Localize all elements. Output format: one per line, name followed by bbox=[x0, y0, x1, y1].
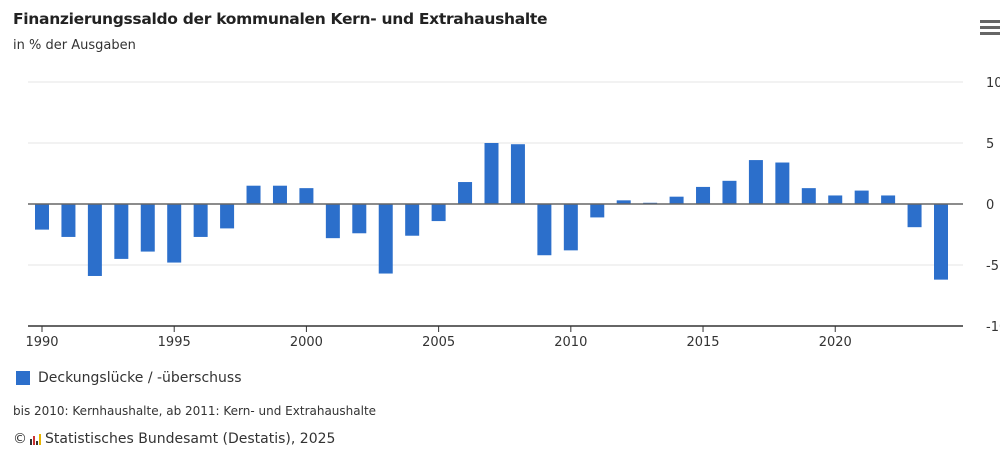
legend-swatch bbox=[16, 371, 30, 385]
bar-2005 bbox=[431, 204, 446, 222]
bar-2008 bbox=[510, 144, 525, 204]
bar-2018 bbox=[775, 162, 790, 204]
destatis-logo-icon bbox=[30, 433, 41, 445]
bar-2016 bbox=[722, 180, 737, 204]
x-tick-label: 2005 bbox=[422, 335, 455, 350]
chart-title: Finanzierungssaldo der kommunalen Kern- … bbox=[13, 10, 548, 28]
bar-2024 bbox=[934, 204, 948, 280]
y-tick-label: 10 bbox=[986, 76, 1000, 91]
x-tick-label: 1990 bbox=[25, 335, 58, 350]
bar-1993 bbox=[114, 204, 129, 259]
y-tick-label: -10 bbox=[986, 320, 1000, 335]
y-tick-label: -5 bbox=[986, 259, 999, 274]
bar-2019 bbox=[801, 188, 816, 204]
bar-chart: 10 5 0 -5 -10 1990 1995 2000 2005 2010 2015 2020 bbox=[25, 76, 1000, 350]
bar-2010 bbox=[563, 204, 578, 251]
legend-label: Deckungslücke / -überschuss bbox=[38, 370, 242, 386]
y-tick-label: 5 bbox=[986, 137, 994, 152]
bar-2000 bbox=[299, 188, 314, 204]
bar-1999 bbox=[272, 185, 287, 204]
bar-2011 bbox=[590, 204, 605, 218]
bar-2007 bbox=[484, 143, 499, 204]
bar-1994 bbox=[140, 204, 155, 252]
bar-1995 bbox=[167, 204, 182, 263]
x-tick-label: 2010 bbox=[554, 335, 587, 350]
bar-2006 bbox=[458, 182, 473, 204]
legend-item[interactable]: Deckungslücke / -überschuss bbox=[16, 370, 242, 386]
footnote: bis 2010: Kernhaushalte, ab 2011: Kern- … bbox=[13, 404, 377, 418]
bar-2012 bbox=[616, 200, 631, 204]
bar-2009 bbox=[537, 204, 552, 256]
bar-2021 bbox=[854, 190, 869, 204]
credit-text: Statistisches Bundesamt (Destatis), 2025 bbox=[45, 431, 336, 447]
x-tick-label: 2020 bbox=[819, 335, 852, 350]
bar-2022 bbox=[881, 195, 896, 204]
bar-2020 bbox=[828, 195, 843, 204]
x-tick-label: 2000 bbox=[290, 335, 323, 350]
bar-1991 bbox=[61, 204, 76, 237]
hamburger-menu-icon[interactable] bbox=[980, 20, 1000, 36]
bar-2001 bbox=[325, 204, 340, 239]
x-tick-label: 1995 bbox=[158, 335, 191, 350]
bar-2003 bbox=[378, 204, 393, 274]
bar-1996 bbox=[193, 204, 208, 237]
y-tick-label: 0 bbox=[986, 198, 994, 213]
chart-subtitle: in % der Ausgaben bbox=[13, 38, 136, 53]
bar-1992 bbox=[87, 204, 102, 276]
bar-1990 bbox=[35, 204, 49, 230]
bar-1998 bbox=[246, 185, 261, 204]
x-tick-label: 2015 bbox=[686, 335, 719, 350]
bar-2014 bbox=[669, 196, 684, 204]
source-credit: © Statistisches Bundesamt (Destatis), 20… bbox=[13, 431, 335, 447]
bar-2004 bbox=[405, 204, 420, 236]
bar-1997 bbox=[220, 204, 235, 229]
copyright-symbol: © bbox=[13, 431, 27, 447]
bar-2015 bbox=[696, 186, 711, 204]
bar-2017 bbox=[748, 160, 763, 204]
bar-2023 bbox=[907, 204, 922, 228]
bar-2002 bbox=[352, 204, 367, 234]
